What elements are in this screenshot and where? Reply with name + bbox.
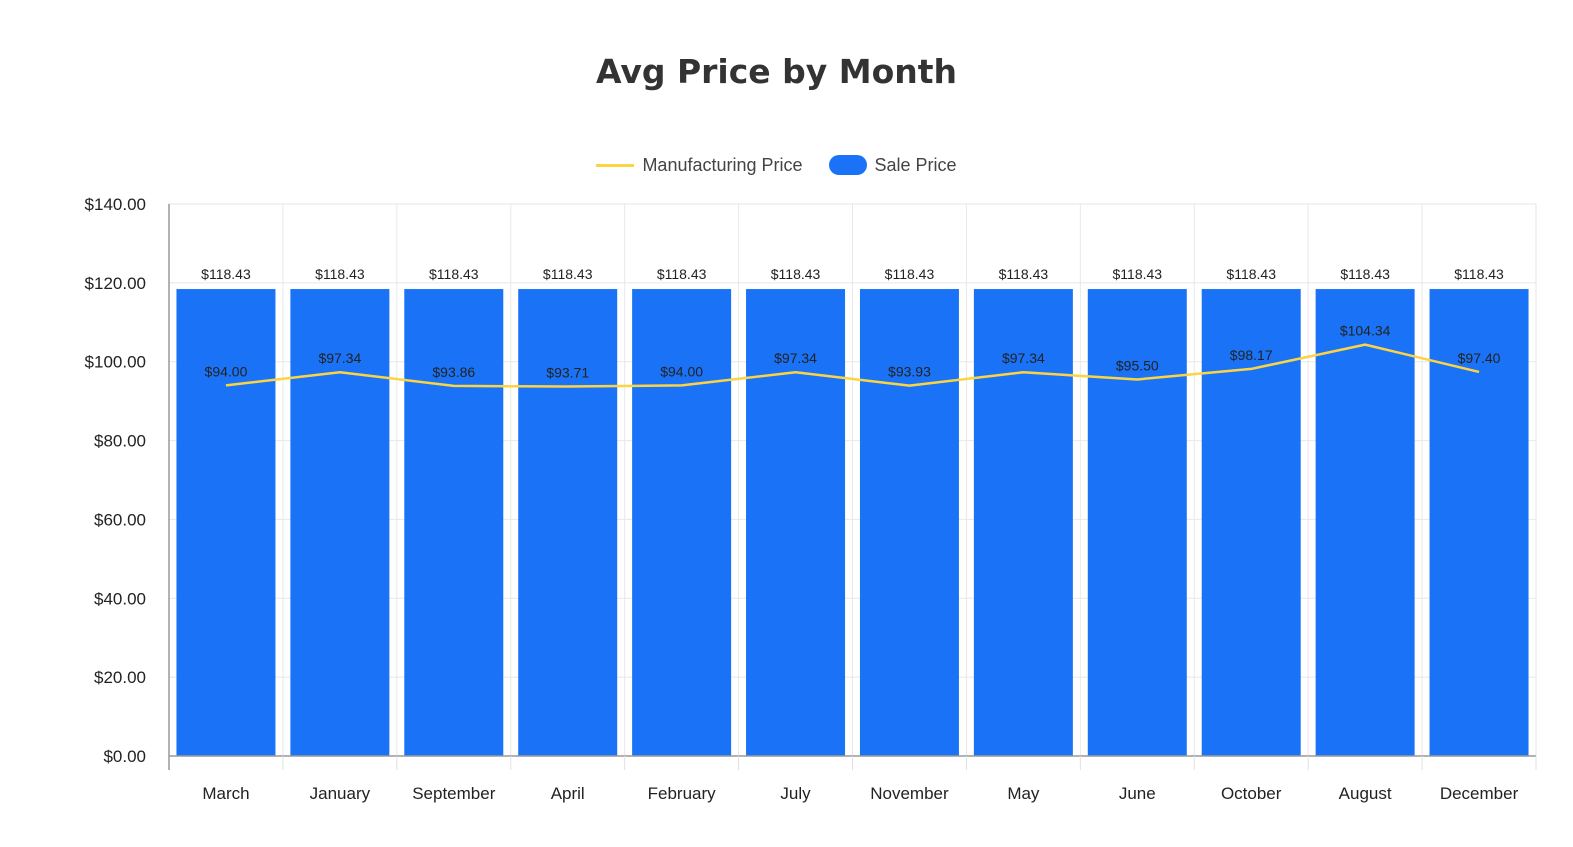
bar-data-label: $118.43 (201, 266, 251, 282)
y-tick-label: $0.00 (103, 747, 146, 766)
bar-data-label: $118.43 (999, 266, 1049, 282)
x-tick-label: June (1119, 784, 1156, 803)
bar-data-label: $118.43 (657, 266, 707, 282)
line-data-label: $97.34 (318, 350, 361, 366)
y-tick-label: $40.00 (94, 589, 146, 608)
legend-label-sale-price: Sale Price (874, 154, 957, 175)
legend-label-manufacturing-price: Manufacturing Price (642, 154, 803, 175)
bar-data-label: $118.43 (315, 266, 365, 282)
legend-item-manufacturing-price[interactable]: Manufacturing Price (596, 154, 803, 176)
legend-line-swatch (596, 163, 635, 167)
x-tick-label: February (648, 784, 717, 803)
bar-sale-price (176, 289, 276, 756)
bar-sale-price (518, 289, 618, 756)
legend-item-sale-price[interactable]: Sale Price (828, 154, 957, 176)
x-tick-label: October (1221, 784, 1282, 803)
x-tick-label: August (1339, 784, 1392, 803)
x-tick-label: September (412, 784, 495, 803)
bar-sale-price (632, 289, 732, 756)
x-tick-label: May (1007, 784, 1040, 803)
bar-sale-price (404, 289, 504, 756)
bar-sale-price (1201, 289, 1301, 756)
x-tick-label: April (551, 784, 585, 803)
bar-data-label: $118.43 (429, 266, 479, 282)
x-tick-label: March (202, 784, 249, 803)
bar-data-label: $118.43 (1113, 266, 1163, 282)
bar-sale-price (1315, 289, 1415, 756)
bar-sale-price (1429, 289, 1529, 756)
y-tick-label: $100.00 (85, 353, 146, 372)
line-manufacturing-price (225, 343, 1480, 388)
bar-data-label: $118.43 (885, 266, 935, 282)
line-data-label: $97.34 (774, 350, 817, 366)
bar-data-label: $118.43 (1454, 266, 1504, 282)
bar-sale-price (746, 289, 846, 756)
y-tick-label: $120.00 (85, 274, 146, 293)
line-data-label: $93.93 (888, 364, 931, 380)
line-data-label: $98.17 (1230, 347, 1273, 363)
line-data-label: $93.71 (546, 365, 589, 381)
y-tick-label: $140.00 (85, 195, 146, 214)
line-data-label: $94.00 (205, 363, 248, 379)
line-data-label: $104.34 (1340, 323, 1391, 339)
line-data-label: $94.00 (660, 363, 703, 379)
x-tick-label: November (870, 784, 949, 803)
bar-data-label: $118.43 (1340, 266, 1390, 282)
y-tick-label: $20.00 (94, 668, 146, 687)
line-data-label: $97.34 (1002, 350, 1045, 366)
x-tick-label: January (310, 784, 371, 803)
line-data-label: $97.40 (1458, 350, 1501, 366)
x-tick-label: July (780, 784, 811, 803)
bar-sale-price (859, 289, 959, 756)
bar-data-label: $118.43 (543, 266, 593, 282)
chart-legend: Manufacturing Price Sale Price (0, 153, 1553, 177)
y-tick-label: $80.00 (94, 432, 146, 451)
line-data-label: $93.86 (432, 364, 475, 380)
bar-data-label: $118.43 (1226, 266, 1276, 282)
bar-sale-price (290, 289, 390, 756)
x-tick-label: December (1440, 784, 1519, 803)
bar-data-label: $118.43 (771, 266, 821, 282)
line-data-label: $95.50 (1116, 357, 1159, 373)
chart-title: Avg Price by Month (595, 52, 958, 91)
y-tick-label: $60.00 (94, 510, 146, 529)
legend-bar-swatch (828, 155, 867, 175)
bar-sale-price (1087, 289, 1187, 756)
bar-sale-price (973, 289, 1073, 756)
